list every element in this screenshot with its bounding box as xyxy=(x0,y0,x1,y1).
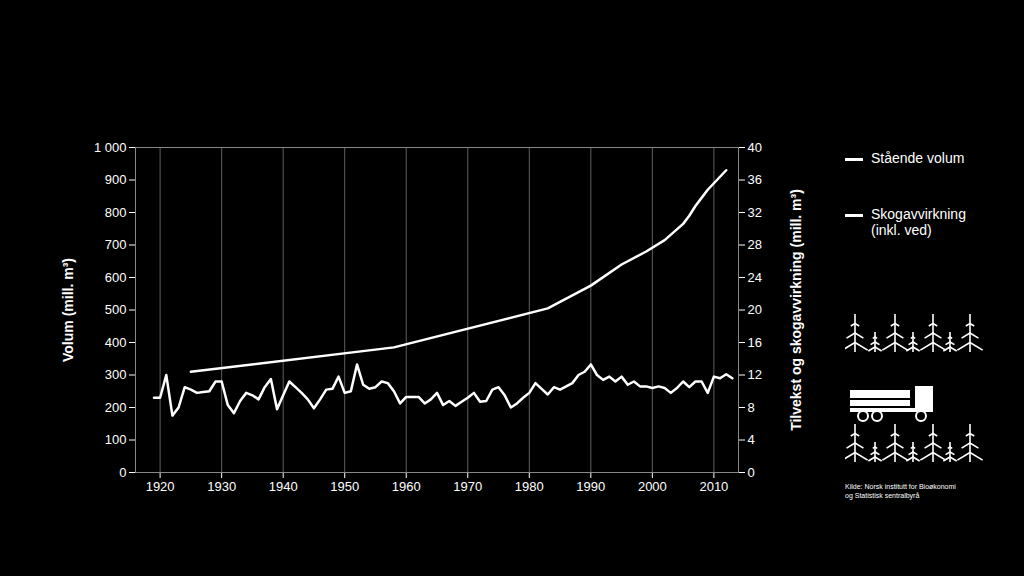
svg-text:1980: 1980 xyxy=(515,479,544,494)
svg-text:Volum (mill. m³): Volum (mill. m³) xyxy=(60,258,76,362)
svg-text:1930: 1930 xyxy=(207,479,236,494)
svg-text:1990: 1990 xyxy=(576,479,605,494)
svg-text:900: 900 xyxy=(105,172,127,187)
svg-text:4: 4 xyxy=(748,432,755,447)
svg-text:12: 12 xyxy=(748,367,762,382)
svg-text:1960: 1960 xyxy=(392,479,421,494)
svg-text:0: 0 xyxy=(119,465,126,480)
svg-text:16: 16 xyxy=(748,335,762,350)
svg-text:24: 24 xyxy=(748,270,762,285)
svg-text:2000: 2000 xyxy=(638,479,667,494)
svg-text:0: 0 xyxy=(748,465,755,480)
svg-text:1970: 1970 xyxy=(453,479,482,494)
html-text:Skogavvirkning (inkl. ved): Skogavvirkning (inkl. ved) xyxy=(871,206,966,238)
svg-text:200: 200 xyxy=(105,400,127,415)
svg-text:100: 100 xyxy=(105,432,127,447)
svg-text:1950: 1950 xyxy=(330,479,359,494)
html-text:Stående volum: Stående volum xyxy=(871,150,965,166)
svg-text:1940: 1940 xyxy=(269,479,298,494)
svg-text:400: 400 xyxy=(105,335,127,350)
svg-text:36: 36 xyxy=(748,172,762,187)
svg-text:1920: 1920 xyxy=(146,479,175,494)
html-text:Kilde: Norsk institutt for Bio: Kilde: Norsk institutt for Bioøkonomi og… xyxy=(845,483,956,499)
svg-text:800: 800 xyxy=(105,205,127,220)
svg-text:500: 500 xyxy=(105,302,127,317)
svg-text:Tilvekst og skogavvirkning (mi: Tilvekst og skogavvirkning (mill. m³) xyxy=(788,189,804,431)
svg-text:20: 20 xyxy=(748,302,762,317)
svg-text:300: 300 xyxy=(105,367,127,382)
svg-text:8: 8 xyxy=(748,400,755,415)
svg-text:600: 600 xyxy=(105,270,127,285)
svg-text:40: 40 xyxy=(748,140,762,155)
svg-text:32: 32 xyxy=(748,205,762,220)
svg-text:700: 700 xyxy=(105,237,127,252)
svg-text:28: 28 xyxy=(748,237,762,252)
svg-text:2010: 2010 xyxy=(699,479,728,494)
svg-text:1 000: 1 000 xyxy=(94,140,127,155)
